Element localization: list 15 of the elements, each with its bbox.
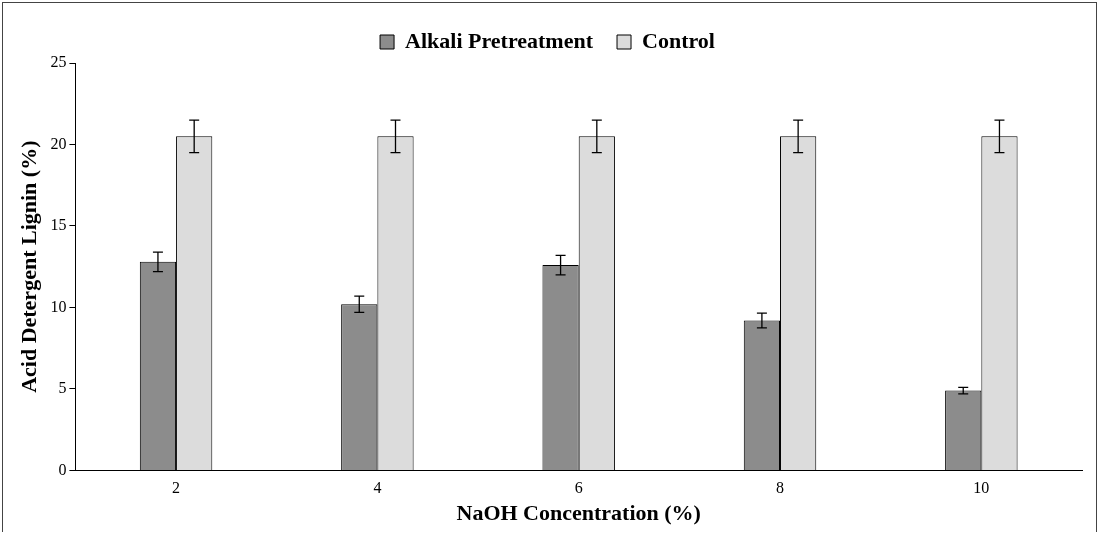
- y-tick-label: 0: [58, 460, 67, 478]
- y-tick-label: 25: [50, 53, 67, 71]
- y-axis-title: Acid Detergent Lignin (%): [15, 140, 41, 393]
- legend-label: Control: [642, 27, 715, 53]
- x-axis-title: NaOH Concentration (%): [456, 500, 701, 526]
- x-tick-label: 4: [373, 479, 382, 497]
- y-tick-label: 15: [50, 216, 67, 234]
- y-tick-label: 5: [58, 379, 67, 397]
- y-tick-label: 10: [50, 297, 67, 315]
- y-tick-label: 20: [50, 134, 67, 152]
- legend-label: Alkali Pretreatment: [405, 27, 594, 53]
- x-tick-label: 2: [172, 479, 181, 497]
- x-tick-label: 8: [776, 479, 785, 497]
- x-tick-label: 10: [973, 479, 990, 497]
- x-tick-label: 6: [574, 479, 583, 497]
